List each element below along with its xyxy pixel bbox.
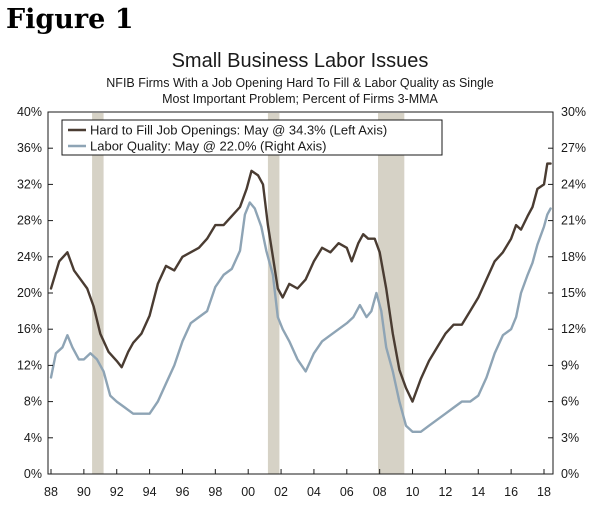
axis-ticks: 0% 4% 8% 12% 16% 20% 24% 28% 32% 36% 40% 0% 3% 6% 9% 12… — [17, 105, 586, 499]
recession-band — [92, 113, 104, 474]
right-axis-tick-label: 0% — [561, 467, 579, 481]
legend-label: Hard to Fill Job Openings: May @ 34.3% (… — [90, 123, 387, 138]
recession-band — [378, 113, 405, 474]
x-axis-tick-label: 18 — [537, 485, 551, 499]
series-line-hard-to-fill — [49, 162, 552, 403]
x-axis-tick-label: 92 — [110, 485, 124, 499]
right-axis-tick-label: 9% — [561, 358, 579, 372]
right-axis-tick-label: 6% — [561, 395, 579, 409]
series-line-labor-quality — [49, 201, 552, 433]
left-axis-tick-label: 32% — [17, 177, 42, 191]
x-axis-tick-label: 94 — [143, 485, 157, 499]
right-axis-tick-label: 3% — [561, 431, 579, 445]
legend: Hard to Fill Job Openings: May @ 34.3% (… — [61, 119, 443, 156]
left-axis-tick-label: 20% — [17, 286, 42, 300]
x-axis-tick-label: 04 — [307, 485, 321, 499]
x-axis-tick-label: 90 — [77, 485, 91, 499]
x-axis-tick-label: 10 — [406, 485, 420, 499]
left-axis-tick-label: 12% — [17, 358, 42, 372]
figure-label: Figure 1 — [6, 4, 134, 35]
x-axis-tick-label: 16 — [504, 485, 518, 499]
left-axis-tick-label: 4% — [24, 431, 42, 445]
x-axis-tick-label: 02 — [274, 485, 288, 499]
left-axis-tick-label: 40% — [17, 105, 42, 119]
plot-frame — [47, 111, 554, 475]
legend-label: Labor Quality: May @ 22.0% (Right Axis) — [90, 139, 326, 154]
right-axis-tick-label: 15% — [561, 286, 586, 300]
chart-title: Small Business Labor Issues — [171, 50, 429, 72]
x-axis-tick-label: 08 — [373, 485, 387, 499]
x-axis-tick-label: 12 — [438, 485, 452, 499]
x-axis-tick-label: 06 — [340, 485, 354, 499]
recession-band — [267, 113, 280, 474]
right-axis-tick-label: 27% — [561, 141, 586, 155]
right-axis-tick-label: 30% — [561, 105, 586, 119]
series-lines — [49, 162, 552, 433]
right-axis-tick-label: 18% — [561, 250, 586, 264]
x-axis-tick-label: 96 — [176, 485, 190, 499]
chart-subtitle-line1: NFIB Firms With a Job Opening Hard To Fi… — [106, 76, 494, 90]
right-axis-tick-label: 21% — [561, 214, 586, 228]
legend-box — [61, 119, 443, 156]
left-axis-tick-label: 16% — [17, 322, 42, 336]
recession-bands — [92, 113, 405, 474]
left-axis-tick-label: 8% — [24, 395, 42, 409]
x-axis-tick-label: 00 — [241, 485, 255, 499]
chart-subtitle-line2: Most Important Problem; Percent of Firms… — [162, 92, 438, 106]
left-axis-tick-label: 28% — [17, 214, 42, 228]
left-axis-tick-label: 24% — [17, 250, 42, 264]
x-axis-tick-label: 88 — [44, 485, 58, 499]
left-axis-tick-label: 36% — [17, 141, 42, 155]
x-axis-tick-label: 98 — [208, 485, 222, 499]
right-axis-tick-label: 24% — [561, 177, 586, 191]
x-axis-tick-label: 14 — [471, 485, 485, 499]
left-axis-tick-label: 0% — [24, 467, 42, 481]
right-axis-tick-label: 12% — [561, 322, 586, 336]
